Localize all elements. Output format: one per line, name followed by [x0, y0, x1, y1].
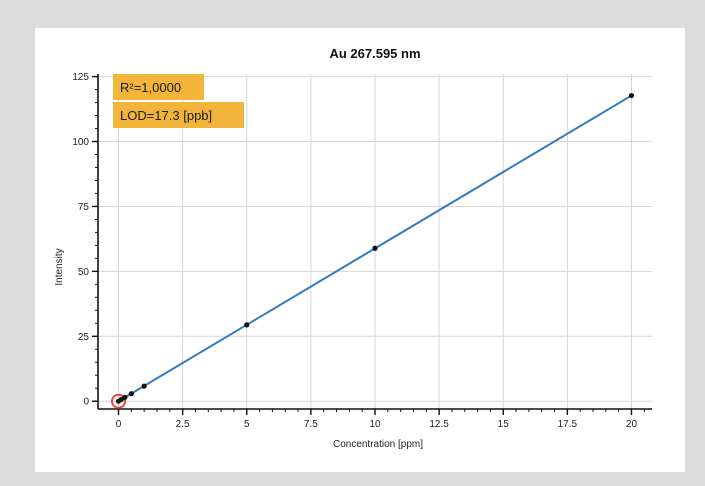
x-tick-label: 0 — [116, 419, 122, 430]
x-tick-label: 12.5 — [429, 419, 449, 430]
grid-lines — [98, 74, 652, 409]
calibration-chart: 0 2.5 5 7.5 10 12.5 15 17.5 20 0 25 50 75 100 125 Au … — [54, 46, 652, 450]
data-point — [372, 245, 378, 251]
annotation-r2-box — [113, 74, 204, 100]
annotation-lod-text: LOD=17.3 [ppb] — [120, 108, 212, 123]
data-point — [122, 394, 128, 400]
y-tick-label: 0 — [83, 397, 89, 408]
y-axis-label: Intensity — [54, 248, 65, 285]
x-tick-label: 17.5 — [558, 419, 578, 430]
data-point — [244, 322, 250, 328]
annotation-r2: R²=1,0000 — [113, 74, 204, 100]
data-point — [128, 391, 134, 397]
x-tick-label: 5 — [244, 419, 250, 430]
y-tick-label: 25 — [78, 332, 90, 343]
x-tick-label: 7.5 — [304, 419, 318, 430]
x-ticks: 0 2.5 5 7.5 10 12.5 15 17.5 20 — [116, 409, 638, 430]
data-point — [141, 383, 147, 389]
annotation-r2-text: R²=1,0000 — [120, 80, 181, 95]
highlight-ring — [111, 393, 127, 409]
plot-area — [111, 92, 635, 409]
chart-title: Au 267.595 nm — [329, 46, 420, 61]
annotation-lod: LOD=17.3 [ppb] — [113, 102, 244, 128]
y-tick-label: 50 — [78, 267, 90, 278]
y-tick-label: 125 — [72, 72, 89, 83]
data-point — [628, 92, 635, 99]
x-tick-label: 15 — [498, 419, 510, 430]
data-point — [118, 397, 124, 403]
x-tick-label: 20 — [626, 419, 638, 430]
x-axis-label: Concentration [ppm] — [333, 439, 423, 450]
y-tick-label: 100 — [72, 137, 89, 148]
x-tick-label: 10 — [369, 419, 381, 430]
annotation-lod-box — [113, 102, 244, 128]
chart-panel: 0 2.5 5 7.5 10 12.5 15 17.5 20 0 25 50 75 100 125 Au … — [35, 28, 685, 472]
y-tick-label: 75 — [78, 202, 90, 213]
y-ticks: 0 25 50 75 100 125 — [72, 72, 98, 408]
x-tick-label: 2.5 — [176, 419, 190, 430]
